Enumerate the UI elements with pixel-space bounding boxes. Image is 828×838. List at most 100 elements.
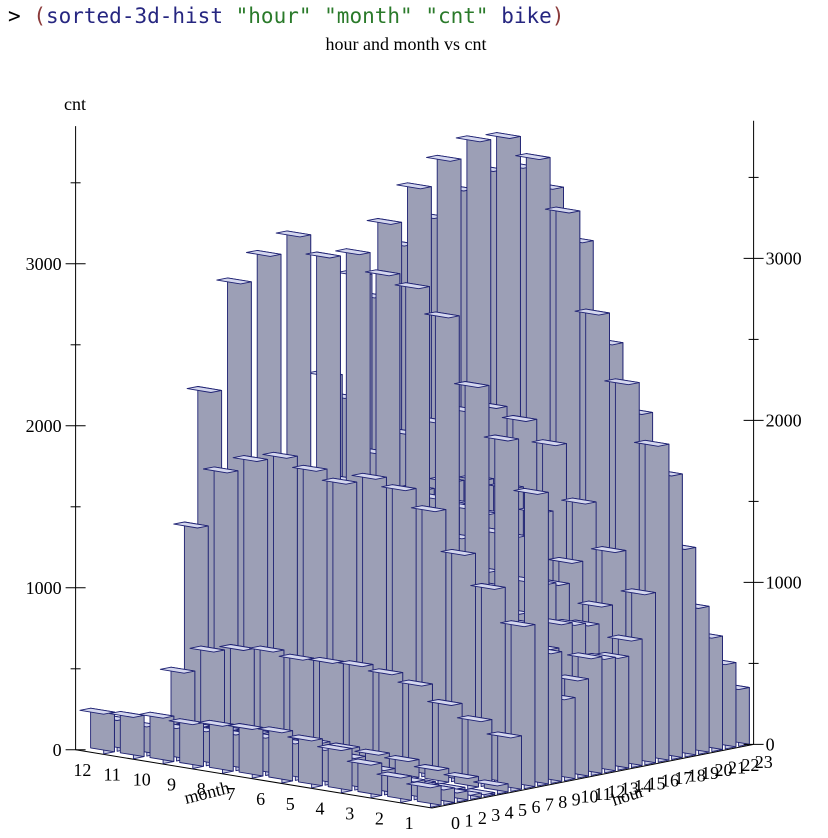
bar-top-face (79, 707, 115, 715)
bar-top-face (406, 781, 442, 789)
bar-top-face (376, 771, 412, 779)
bar-top-face (335, 248, 371, 256)
bar-side-face (327, 744, 353, 792)
bar-top-face (262, 451, 298, 459)
month-tick-label: 9 (167, 774, 176, 794)
hour-tick-label: 21 (728, 757, 746, 777)
month-tick-label: 5 (286, 794, 295, 814)
bar-side-face (238, 723, 264, 777)
bar-top-face (547, 556, 584, 564)
bar-top-face (470, 583, 506, 590)
bar-top-face (173, 521, 209, 529)
bar-side-face (467, 715, 493, 785)
z-tick-label-right: 1000 (766, 572, 802, 592)
bar-m1-h5 (473, 779, 509, 795)
z-tick-label-left: 0 (53, 740, 62, 760)
hour-tick-label: 9 (572, 789, 581, 809)
arg-cnt: "cnt" (425, 4, 489, 28)
bar-m2-h0 (376, 771, 412, 803)
bar-m8-h0 (198, 719, 234, 774)
arg-dataset: bike (501, 4, 552, 28)
bar-top-face (485, 132, 521, 139)
hour-tick-label: 2 (478, 808, 487, 828)
bar-top-face (232, 455, 269, 462)
bar-top-face (566, 652, 603, 660)
bar-side-face (149, 711, 175, 762)
bar-top-face (427, 699, 463, 706)
bar-m8-h6 (278, 653, 315, 758)
bar-m1-h0 (406, 781, 442, 808)
bar-top-face (590, 546, 627, 554)
bar-side-face (268, 726, 294, 782)
bar-top-face (367, 668, 404, 676)
bar-top-face (531, 439, 567, 447)
bar-side-face (90, 707, 115, 753)
arg-hour: "hour" (235, 4, 312, 28)
bar-top-face (486, 731, 522, 739)
month-tick-label: 2 (375, 808, 384, 828)
bar-top-face (453, 381, 490, 389)
hour-floor-edge (431, 743, 754, 809)
bar-top-face (275, 230, 312, 238)
function-name: sorted-3d-hist (45, 4, 223, 28)
axes-group (75, 120, 755, 809)
repl-prompt: > (8, 4, 21, 28)
month-tick-label: 8 (197, 779, 206, 799)
bar-top-face (607, 634, 643, 642)
repl-command-line: > (sorted-3d-hist "hour" "month" "cnt" b… (8, 2, 564, 30)
bar-top-face (397, 679, 433, 687)
month-tick-label: 7 (226, 784, 235, 804)
bar-m4-h5 (384, 755, 420, 780)
bar-m9-h6 (248, 645, 285, 754)
bar-top-face (168, 718, 204, 726)
bar-top-face (317, 744, 353, 752)
bar-top-face (473, 779, 509, 787)
month-tick-label: 12 (73, 760, 91, 780)
bar-m11-h0 (109, 710, 145, 760)
hour-tick-label: 13 (621, 779, 639, 799)
hour-tick-label: 8 (558, 792, 567, 812)
chart-title: hour and month vs cnt (326, 34, 487, 54)
hour-tick-label: 14 (634, 776, 652, 796)
bar-m7-h0 (227, 723, 264, 779)
bar-top-face (364, 269, 401, 277)
bar-top-face (381, 484, 417, 492)
z-tick-label-right: 3000 (766, 248, 802, 268)
bar-m10-h0 (138, 711, 175, 765)
bar-top-face (394, 282, 430, 290)
bar-top-face (577, 600, 613, 608)
month-floor-edge (75, 749, 433, 809)
hour-tick-label: 7 (545, 795, 554, 815)
bar-top-face (198, 719, 234, 727)
bar-m6-h6 (338, 660, 374, 768)
bar-top-face (561, 497, 597, 505)
bar-m11-h6 (189, 645, 225, 744)
bar-top-face (384, 755, 420, 763)
bar-m5-h0 (287, 734, 323, 789)
hour-tick-label: 23 (755, 752, 773, 772)
bar-m2-h5 (443, 772, 479, 790)
bar-m1-h16 (620, 588, 656, 766)
bar-top-face (424, 311, 460, 319)
hour-tick-label: 10 (581, 787, 599, 807)
bar-m4-h0 (317, 744, 353, 794)
bar-top-face (413, 764, 450, 771)
bar-top-face (308, 656, 344, 664)
month-tick-label: 10 (133, 770, 151, 790)
hour-tick-label: 5 (518, 800, 527, 820)
bar-top-face (574, 308, 610, 316)
bar-side-face (497, 731, 522, 790)
bar-top-face (604, 378, 640, 386)
bar-top-face (109, 710, 145, 718)
month-tick-label: 4 (316, 799, 325, 819)
bar-top-face (159, 666, 196, 674)
close-paren: ) (551, 4, 565, 28)
hour-tick-label: 20 (715, 760, 733, 780)
bar-m4-h6 (397, 679, 433, 778)
bar-top-face (202, 466, 239, 474)
hour-tick-label: 3 (491, 805, 500, 825)
bar-m12-h0 (79, 707, 115, 755)
bar-top-face (513, 487, 549, 495)
z-tick-label-right: 0 (766, 734, 775, 754)
bar-top-face (515, 153, 551, 161)
